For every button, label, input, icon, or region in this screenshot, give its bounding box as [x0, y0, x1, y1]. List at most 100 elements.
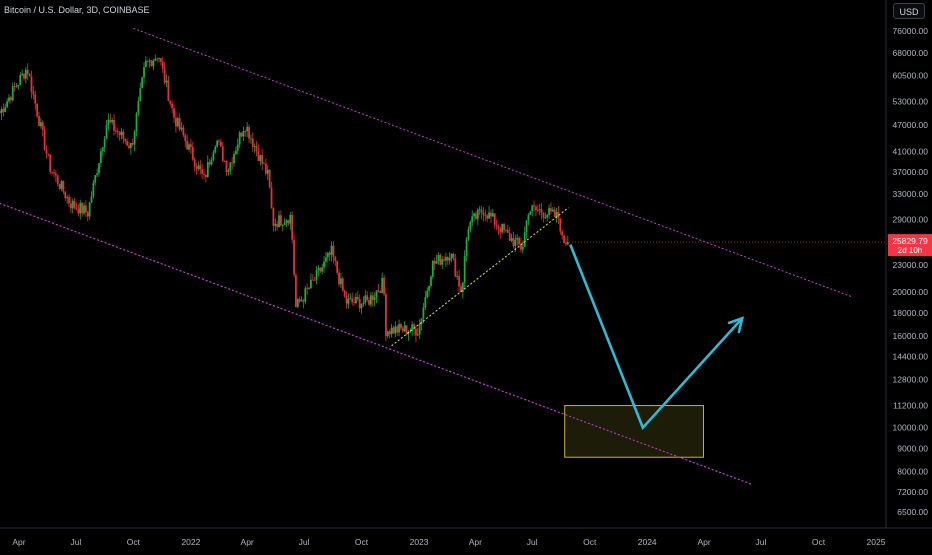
candle-body: [388, 331, 391, 335]
candle-body: [184, 135, 187, 141]
target-zone-box: [564, 405, 704, 458]
candle-body: [516, 237, 519, 240]
candle-body: [265, 163, 267, 174]
candle: [223, 160, 226, 163]
candle: [4, 103, 7, 113]
candle-body: [242, 130, 245, 137]
candle-body: [225, 161, 228, 173]
candle-body: [386, 331, 389, 337]
candle: [266, 165, 269, 181]
candles: [0, 54, 569, 343]
candle-body: [345, 295, 348, 304]
candle-body: [313, 279, 316, 281]
candle-body: [171, 103, 174, 109]
candle-body: [152, 60, 155, 67]
y-tick-label: 7200.00: [897, 487, 928, 497]
candle: [23, 73, 25, 81]
candle: [169, 100, 172, 106]
candle-body: [550, 208, 552, 212]
candle: [278, 210, 280, 228]
candle: [529, 210, 532, 215]
candle: [248, 124, 250, 144]
candle: [283, 218, 286, 226]
candle: [137, 96, 140, 117]
candle: [435, 254, 438, 264]
y-tick-label: 60500.00: [893, 71, 929, 81]
candle: [2, 103, 5, 117]
x-tick-label: 2025: [867, 537, 886, 547]
y-tick-label: 68000.00: [893, 48, 929, 58]
candle-body: [122, 131, 125, 139]
candle-body: [546, 214, 549, 218]
candle: [310, 273, 312, 289]
candle: [41, 120, 44, 137]
candle-body: [458, 276, 460, 287]
candle: [68, 193, 70, 207]
candle-body: [240, 132, 243, 137]
candle: [551, 207, 554, 212]
candle: [512, 231, 515, 249]
candle-body: [36, 103, 39, 117]
candle-body: [250, 138, 252, 140]
candle: [64, 191, 67, 201]
candle-body: [456, 276, 459, 278]
candle: [77, 204, 80, 217]
candle-body: [21, 73, 24, 76]
candle-body: [503, 223, 505, 231]
candle: [544, 212, 547, 220]
candle-body: [514, 239, 517, 246]
candle-body: [525, 220, 528, 233]
candle: [422, 302, 425, 324]
candle-body: [304, 288, 307, 302]
candle-body: [176, 118, 179, 127]
candle: [188, 142, 190, 152]
candle-body: [268, 169, 271, 188]
candle: [156, 56, 159, 63]
candle: [450, 253, 453, 263]
candle-body: [141, 77, 144, 89]
candle: [227, 168, 230, 176]
candle-body: [439, 255, 442, 265]
candle-body: [394, 326, 397, 334]
candle-body: [377, 290, 380, 292]
candle-body: [216, 140, 219, 147]
candle: [131, 138, 134, 147]
candle: [473, 212, 475, 222]
candle: [356, 291, 359, 302]
candle-body: [375, 290, 378, 298]
y-tick-label: 33000.00: [893, 189, 929, 199]
currency-button[interactable]: USD: [893, 3, 925, 19]
candle-body: [180, 127, 183, 130]
candle: [437, 252, 440, 265]
candle: [311, 274, 314, 281]
candle-body: [68, 197, 70, 204]
candle: [328, 250, 331, 262]
candle: [99, 148, 102, 168]
candle: [334, 255, 337, 267]
candle-body: [88, 202, 91, 217]
candle-body: [24, 69, 27, 79]
candle: [133, 129, 136, 152]
candle-body: [51, 171, 54, 173]
candle-body: [129, 143, 132, 148]
candle: [493, 213, 496, 229]
candle-body: [238, 132, 241, 145]
x-tick-label: Oct: [127, 537, 141, 547]
candle: [276, 220, 279, 231]
candle-body: [174, 117, 177, 127]
candle: [388, 329, 391, 339]
candle-body: [208, 162, 211, 165]
price-tag-bg: [888, 234, 932, 257]
candle: [458, 269, 460, 293]
candle-body: [54, 173, 57, 176]
y-tick-label: 47000.00: [893, 120, 929, 130]
candle-body: [332, 245, 335, 258]
candle: [405, 325, 408, 336]
candle: [124, 138, 127, 145]
candle-body: [218, 140, 220, 142]
candle: [375, 290, 378, 304]
candle: [109, 113, 112, 124]
candle: [355, 293, 357, 305]
